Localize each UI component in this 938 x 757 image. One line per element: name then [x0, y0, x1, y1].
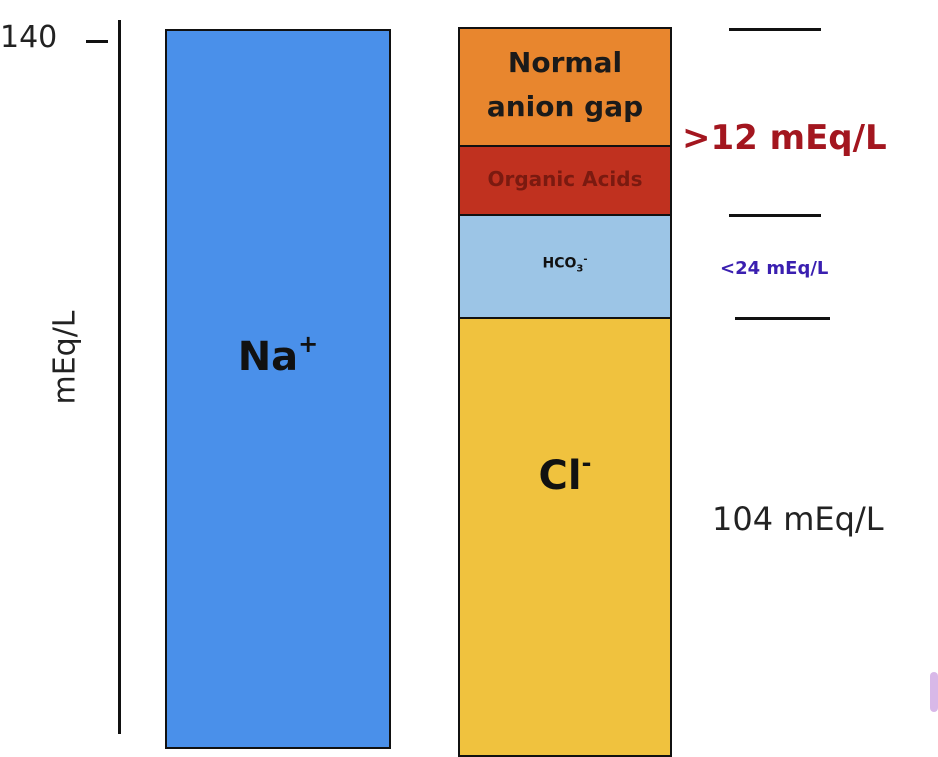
organic-acids-label: Organic Acids	[487, 167, 643, 191]
reference-line-top	[729, 28, 821, 31]
chloride-charge-text: -	[581, 449, 592, 477]
normal-anion-gap-label: Normal anion gap	[486, 46, 644, 123]
sodium-charge-text: +	[298, 330, 319, 358]
edge-decoration	[930, 672, 938, 712]
y-axis-tick-label: 140	[0, 20, 58, 55]
chloride-annotation: 104 mEq/L	[712, 500, 884, 538]
bicarbonate-base-text: HCO	[542, 255, 577, 272]
bicarbonate-charge-text: -	[583, 254, 588, 265]
y-axis-unit-label: mEq/L	[47, 310, 83, 405]
reference-line-lower	[735, 317, 830, 320]
chloride-ion-text: Cl	[538, 453, 582, 499]
chloride-label: Cl-	[460, 449, 670, 499]
bicarbonate-segment: HCO3-	[458, 214, 672, 319]
bicarbonate-annotation: <24 mEq/L	[720, 258, 829, 279]
y-axis-line	[118, 20, 121, 734]
anion-stack-bar: Normal anion gap Organic Acids HCO3- Cl-	[458, 27, 672, 757]
sodium-ion-text: Na	[237, 334, 299, 380]
normal-anion-gap-segment: Normal anion gap	[458, 27, 672, 147]
bicarbonate-subscript-text: 3	[576, 263, 584, 275]
y-axis-tick-mark	[86, 40, 108, 43]
bicarbonate-label: HCO3-	[460, 254, 670, 274]
anion-gap-annotation: >12 mEq/L	[682, 118, 887, 158]
organic-acids-segment: Organic Acids	[458, 145, 672, 216]
chloride-segment: Cl-	[458, 317, 672, 757]
reference-line-middle	[729, 214, 821, 217]
sodium-label: Na+	[165, 330, 391, 380]
sodium-bar	[165, 29, 391, 749]
